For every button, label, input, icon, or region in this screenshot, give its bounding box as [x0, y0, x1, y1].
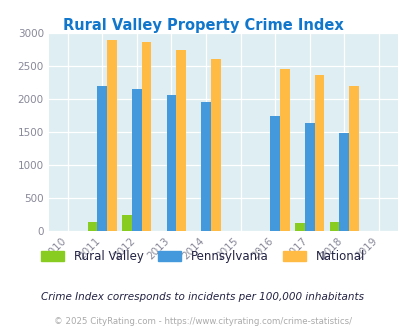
Bar: [141, 42, 151, 231]
Bar: [304, 123, 314, 231]
Bar: [294, 223, 304, 231]
Bar: [166, 95, 176, 231]
Bar: [122, 215, 132, 231]
Bar: [329, 222, 339, 231]
Bar: [279, 69, 289, 231]
Bar: [201, 102, 210, 231]
Text: © 2025 CityRating.com - https://www.cityrating.com/crime-statistics/: © 2025 CityRating.com - https://www.city…: [54, 317, 351, 326]
Bar: [339, 133, 348, 231]
Bar: [132, 89, 141, 231]
Bar: [314, 75, 324, 231]
Legend: Rural Valley, Pennsylvania, National: Rural Valley, Pennsylvania, National: [40, 250, 364, 263]
Bar: [270, 116, 279, 231]
Bar: [97, 86, 107, 231]
Bar: [176, 50, 185, 231]
Bar: [107, 40, 117, 231]
Bar: [210, 59, 220, 231]
Bar: [348, 86, 358, 231]
Text: Crime Index corresponds to incidents per 100,000 inhabitants: Crime Index corresponds to incidents per…: [41, 292, 364, 302]
Bar: [87, 222, 97, 231]
Text: Rural Valley Property Crime Index: Rural Valley Property Crime Index: [62, 18, 343, 33]
